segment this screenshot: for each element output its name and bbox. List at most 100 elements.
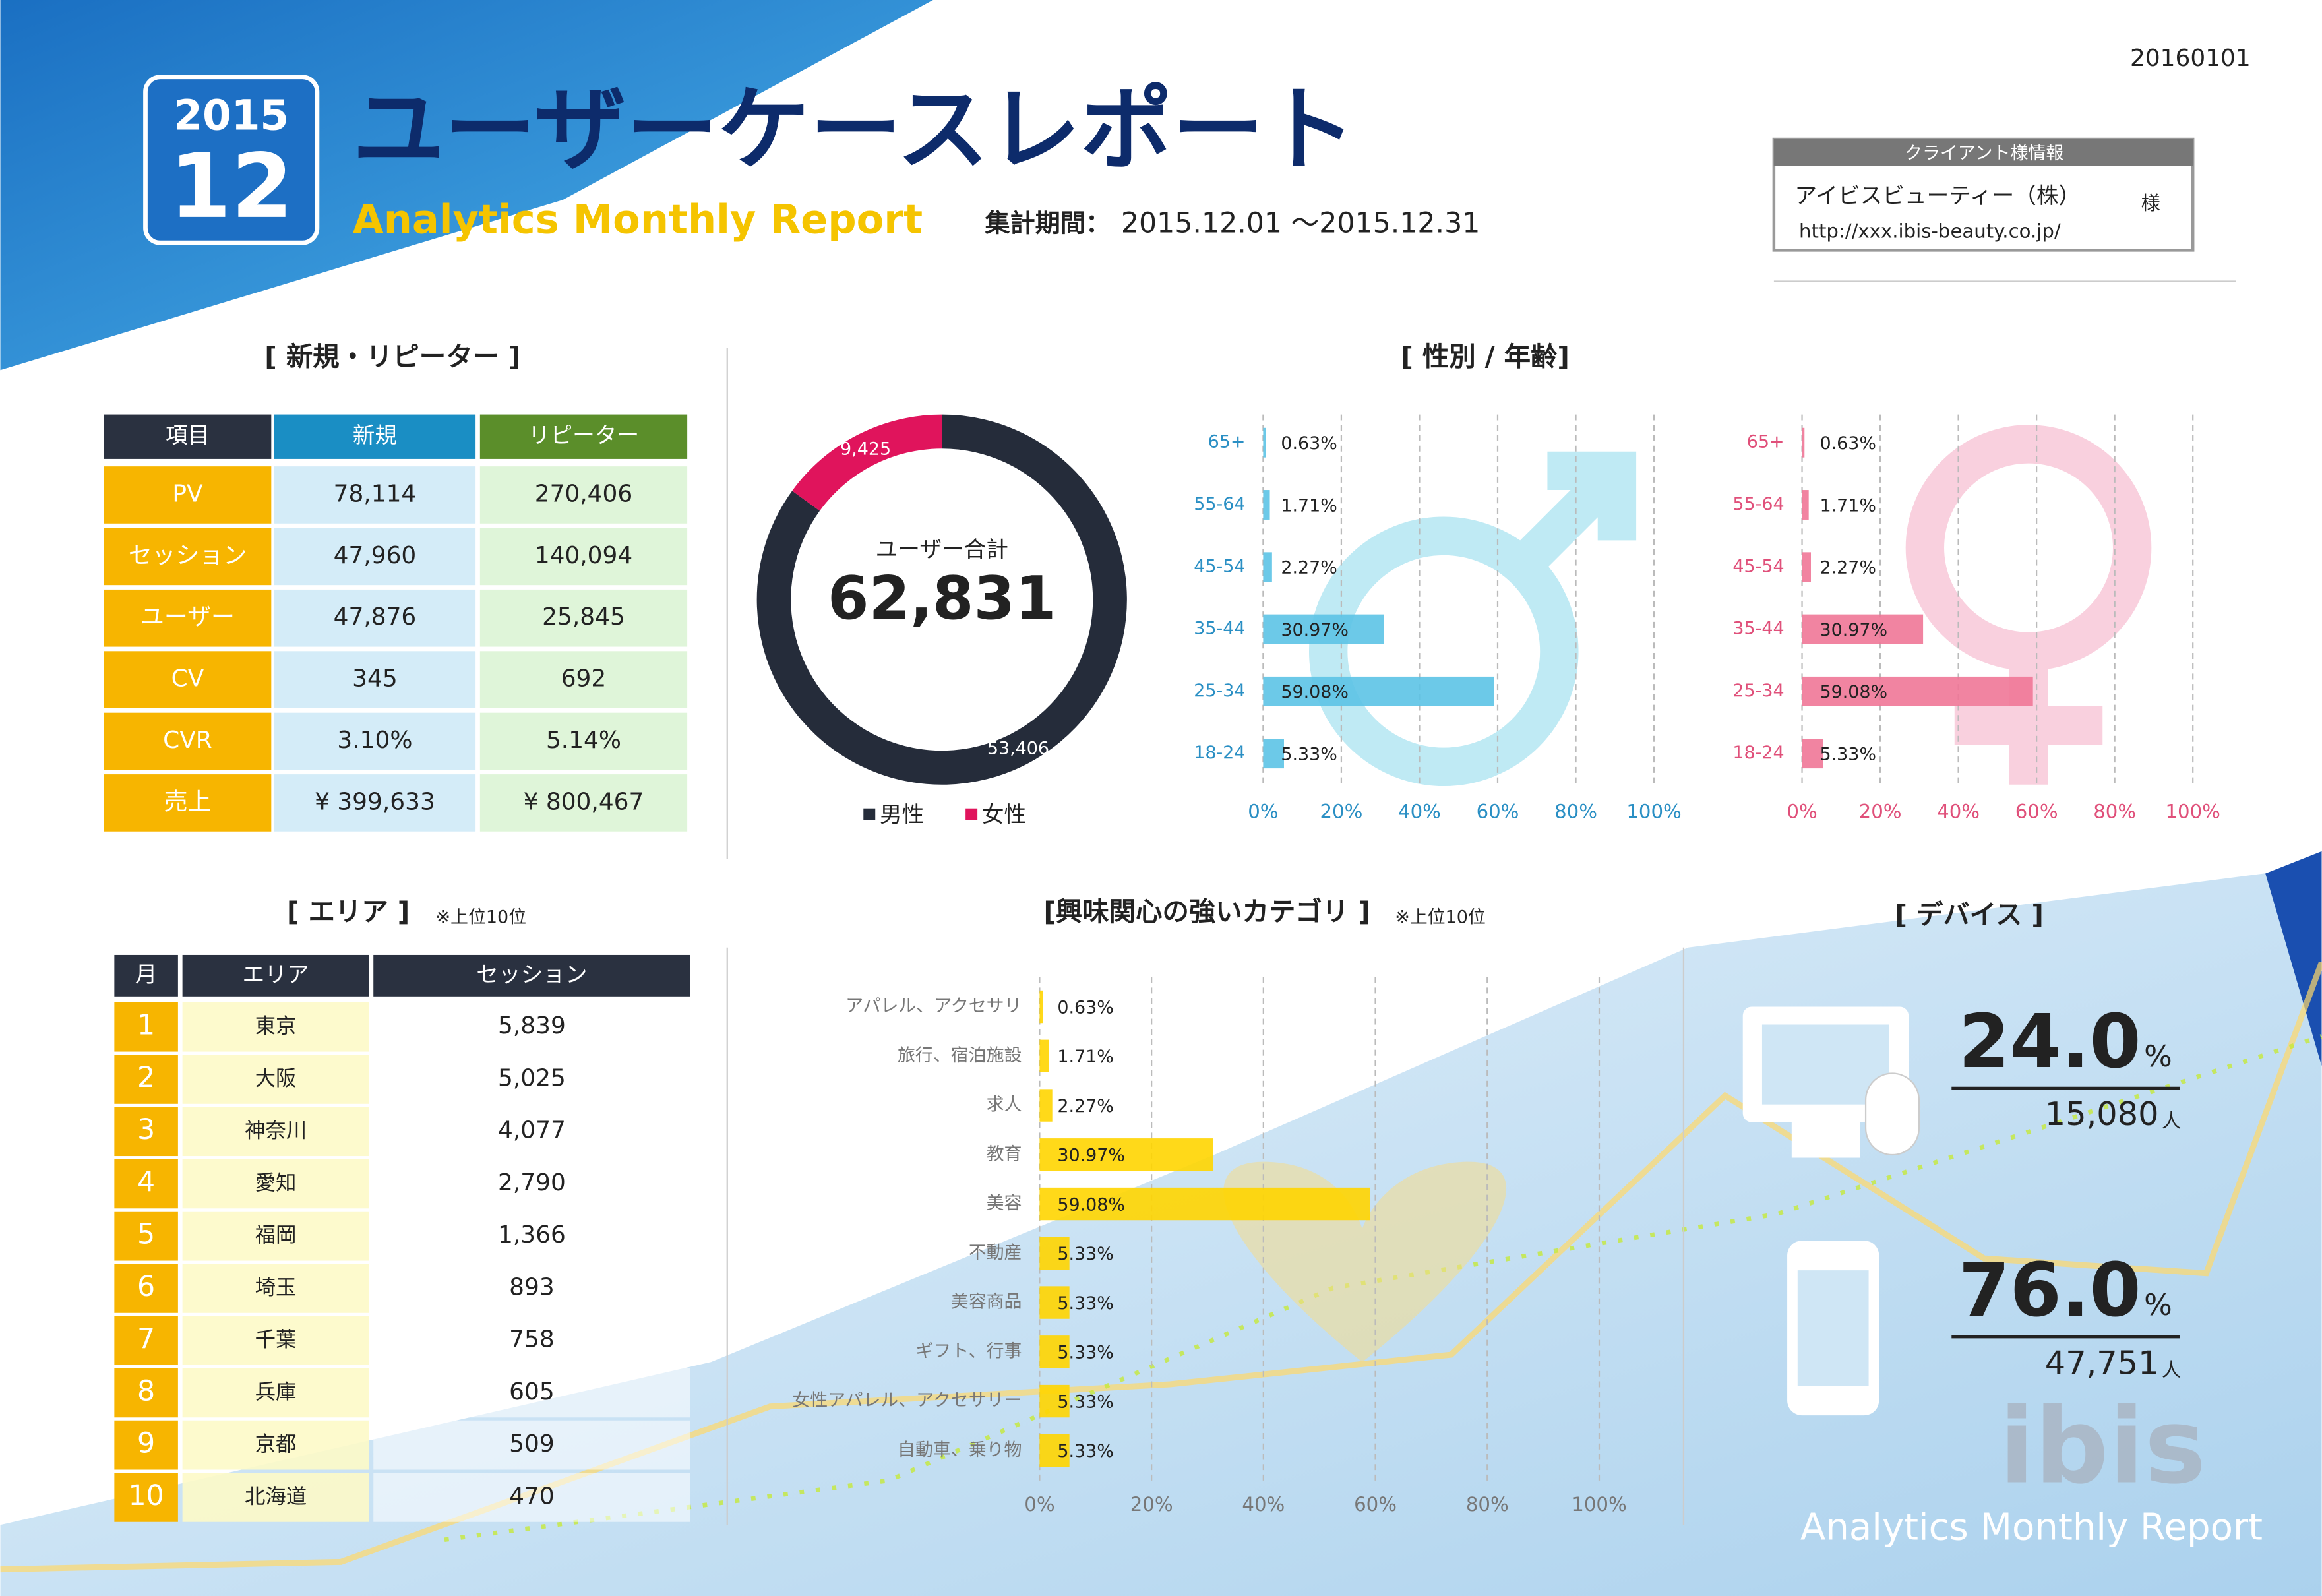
- cell-text: 5,839: [498, 1012, 566, 1039]
- cell: [104, 528, 272, 586]
- cell: [373, 1055, 690, 1104]
- category-label: ギフト、行事: [915, 1341, 1022, 1361]
- bar: [1039, 1434, 1070, 1467]
- cell-text: 愛知: [255, 1171, 297, 1195]
- category-label: 45-54: [1194, 556, 1245, 576]
- device-percent: 76.0: [1959, 1248, 2141, 1334]
- female-symbol: [1954, 651, 2103, 785]
- bar: [1039, 1384, 1070, 1418]
- client-header: [1773, 139, 2193, 166]
- male-symbol: [1308, 516, 1579, 787]
- bar: [1263, 427, 1266, 458]
- device-count: 47,751: [2045, 1343, 2159, 1382]
- cell-text: 758: [509, 1326, 555, 1353]
- cell: [373, 1264, 690, 1313]
- value-label: 1.71%: [1819, 495, 1876, 516]
- bar: [1802, 614, 1924, 644]
- cell-text: 140,094: [535, 542, 632, 569]
- value-label: 0.63%: [1281, 433, 1337, 454]
- category-label: アパレル、アクセサリ: [845, 996, 1022, 1016]
- cell: [182, 1055, 369, 1104]
- cell: [182, 1368, 369, 1418]
- cell-text: 兵庫: [255, 1380, 297, 1404]
- category-label: 女性アパレル、アクセサリー: [792, 1390, 1022, 1411]
- period-label: 集計期間：: [984, 209, 1111, 238]
- value-label: 0.63%: [1819, 433, 1876, 454]
- donut-slice: [792, 414, 942, 511]
- cell: [182, 1107, 369, 1157]
- cell: [182, 1002, 369, 1052]
- x-tick-label: 20%: [1859, 800, 1902, 822]
- cell: [274, 774, 476, 832]
- phone-icon: [1797, 1270, 1869, 1386]
- header-cell: [104, 414, 272, 459]
- cell: [104, 712, 272, 770]
- section-note: ※上位10位: [1395, 907, 1486, 927]
- cell: [182, 1473, 369, 1522]
- header-text: 項目: [166, 423, 210, 448]
- legend-label: 女性: [982, 801, 1026, 827]
- cell: [373, 1316, 690, 1366]
- cell: [114, 1420, 178, 1470]
- cell-text: 10: [128, 1479, 164, 1512]
- cell: [114, 1002, 178, 1052]
- corner-decoration: [2265, 851, 2322, 1066]
- cell: [373, 1002, 690, 1052]
- cell-text: 5.14%: [546, 727, 621, 754]
- cell-text: PV: [172, 480, 203, 507]
- cell: [373, 1107, 690, 1157]
- bar: [1802, 739, 1823, 769]
- category-label: 美容商品: [951, 1292, 1022, 1312]
- slice-label: 53,406: [987, 739, 1049, 759]
- cell: [274, 712, 476, 770]
- client-heading: クライアント様情報: [1905, 143, 2063, 164]
- value-label: 5.33%: [1057, 1244, 1114, 1264]
- cell: [114, 1264, 178, 1313]
- cell: [114, 1159, 178, 1209]
- cell: [274, 466, 476, 524]
- cell: [114, 1107, 178, 1157]
- center-total: 62,831: [828, 565, 1056, 633]
- value-label: 30.97%: [1281, 620, 1349, 640]
- cell-text: 京都: [255, 1432, 297, 1456]
- category-label: 教育: [987, 1144, 1022, 1164]
- device-unit: %: [2144, 1039, 2172, 1074]
- value-label: 59.08%: [1819, 682, 1887, 702]
- cell-text: 8: [137, 1374, 155, 1407]
- category-label: 自動車、乗り物: [898, 1440, 1022, 1460]
- report-date: 20160101: [2130, 45, 2251, 72]
- category-label: 65+: [1208, 432, 1246, 452]
- cell-text: 7: [137, 1322, 155, 1355]
- bar: [1802, 427, 1805, 458]
- header-text: セッション: [476, 962, 587, 987]
- category-label: 不動産: [969, 1243, 1022, 1263]
- category-label: 55-64: [1194, 494, 1245, 514]
- cell: [114, 1055, 178, 1104]
- client-suffix: 様: [2141, 192, 2160, 214]
- cell: [104, 466, 272, 524]
- header-text: 新規: [353, 423, 397, 448]
- value-label: 5.33%: [1057, 1343, 1114, 1363]
- cell: [114, 1368, 178, 1418]
- bar: [1802, 552, 1811, 582]
- cell: [114, 1473, 178, 1522]
- period: 2015.12.01 ～2015.12.31: [1121, 207, 1480, 240]
- cell: [479, 528, 688, 586]
- footer-tagline: Analytics Monthly Report: [1800, 1506, 2263, 1549]
- cell-text: 78,114: [334, 480, 417, 507]
- cell: [104, 651, 272, 708]
- value-label: 5.33%: [1057, 1441, 1114, 1461]
- cell-text: 千葉: [255, 1328, 297, 1352]
- bar: [1039, 990, 1043, 1024]
- device-count: 15,080: [2045, 1095, 2159, 1133]
- bar: [1039, 1335, 1070, 1368]
- header-cell: [373, 954, 690, 997]
- x-tick-label: 100%: [1572, 1493, 1626, 1516]
- value-label: 1.71%: [1281, 495, 1337, 516]
- cell-text: 4: [137, 1165, 155, 1198]
- category-label: 55-64: [1732, 494, 1784, 514]
- cell-text: 47,876: [334, 603, 417, 630]
- slice-label: 9,425: [840, 439, 891, 460]
- cell-text: 4,077: [498, 1117, 566, 1144]
- value-label: 5.33%: [1057, 1293, 1114, 1314]
